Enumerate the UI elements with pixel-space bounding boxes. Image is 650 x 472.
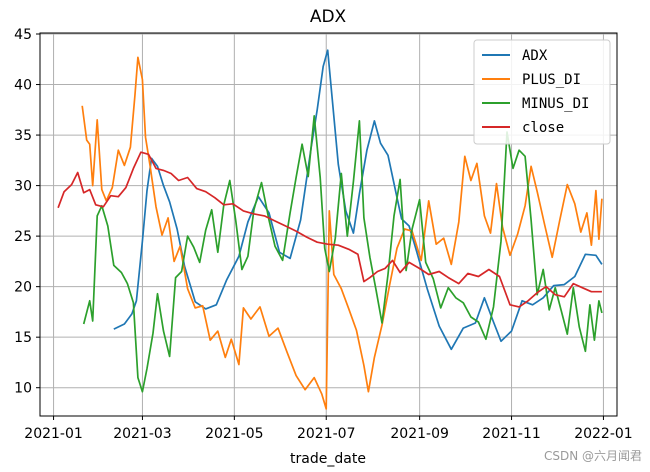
series-line-close — [57, 151, 602, 308]
x-tick-label: 2021-09 — [390, 426, 449, 442]
series-line-minus-di — [82, 115, 603, 393]
y-axis-ticks: 10 15 20 25 30 35 40 45 — [14, 27, 40, 397]
y-tick-label: 25 — [14, 229, 32, 245]
y-tick-label: 40 — [14, 78, 32, 94]
x-tick-label: 2022-01 — [574, 426, 633, 442]
x-tick-label: 2021-07 — [297, 426, 356, 442]
plot-frame — [39, 32, 618, 417]
y-tick-label: 20 — [14, 280, 32, 296]
y-tick-label: 30 — [14, 179, 32, 195]
watermark: CSDN @六月闻君 — [543, 449, 642, 463]
chart-title: ADX — [310, 7, 347, 27]
x-axis-label: trade_date — [290, 451, 366, 467]
y-tick-label: 15 — [14, 330, 32, 346]
x-tick-label: 2021-03 — [113, 426, 172, 442]
legend-label: PLUS_DI — [522, 72, 581, 88]
x-tick-label: 2021-01 — [24, 426, 83, 442]
x-axis-ticks: 2021-01 2021-03 2021-05 2021-07 2021-09 2021-… — [24, 416, 633, 442]
legend-label: ADX — [522, 48, 548, 64]
series-layer — [57, 49, 603, 410]
legend-label: MINUS_DI — [522, 96, 589, 112]
x-tick-label: 2021-11 — [482, 426, 541, 442]
y-tick-label: 35 — [14, 128, 32, 144]
y-tick-label: 10 — [14, 381, 32, 397]
x-tick-label: 2021-05 — [205, 426, 264, 442]
y-tick-label: 45 — [14, 27, 32, 43]
series-line-plus-di — [81, 56, 603, 410]
legend-label: close — [522, 120, 564, 136]
legend-box — [473, 39, 611, 145]
